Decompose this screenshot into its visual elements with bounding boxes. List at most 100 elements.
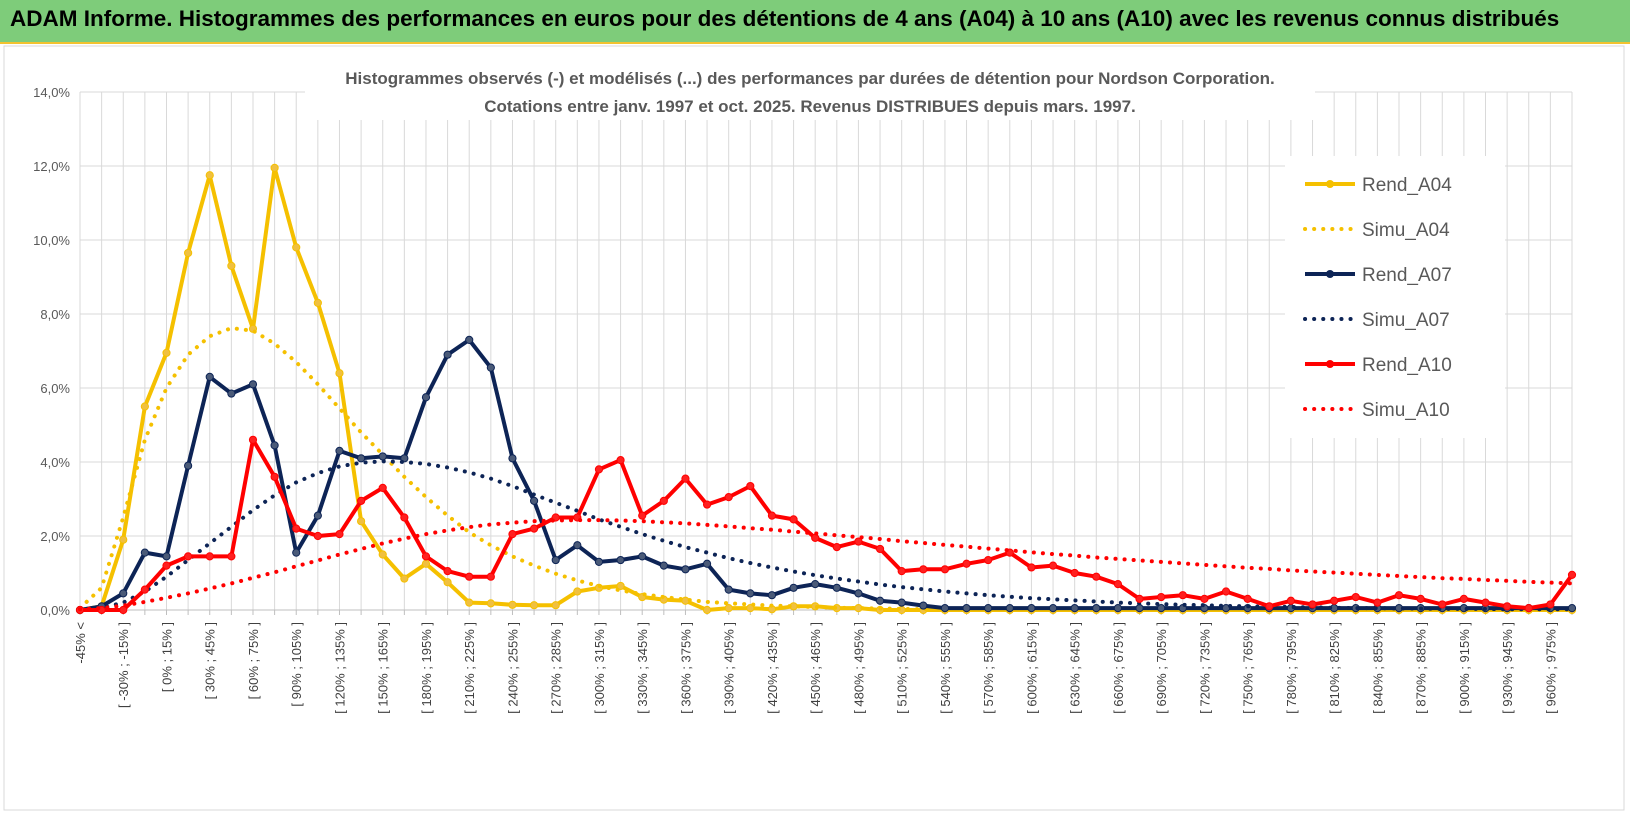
- data-point-rend-a07: [465, 335, 474, 344]
- chart-title: Histogrammes observés (-) et modélisés (…: [345, 69, 1275, 88]
- data-point-rend-a10: [1503, 602, 1512, 611]
- data-point-rend-a10: [962, 559, 971, 568]
- data-point-rend-a10: [313, 531, 322, 541]
- data-point-rend-a10: [1567, 570, 1577, 579]
- y-tick-label: 8,0%: [40, 307, 70, 322]
- data-point-rend-a10: [292, 524, 301, 533]
- x-tick-label: [ 210% ; 225% ]: [462, 622, 477, 714]
- data-point-rend-a10: [638, 511, 647, 520]
- data-point-rend-a07: [659, 561, 668, 570]
- x-tick-label: [ 480% ; 495% ]: [851, 622, 866, 714]
- data-point-rend-a10: [702, 500, 712, 509]
- data-point-rend-a10: [854, 537, 863, 546]
- data-point-rend-a10: [119, 605, 128, 615]
- data-point-rend-a10: [1308, 600, 1317, 609]
- data-point-rend-a10: [1546, 600, 1555, 609]
- data-point-rend-a07: [1005, 604, 1014, 613]
- legend-marker-rend-a07: [1326, 270, 1334, 278]
- x-tick-label: [ 960% ; 975% ]: [1543, 622, 1558, 714]
- data-point-rend-a04: [227, 261, 236, 270]
- data-point-rend-a07: [378, 452, 387, 461]
- data-point-rend-a10: [227, 552, 236, 561]
- data-point-rend-a10: [1070, 568, 1079, 578]
- data-point-rend-a07: [551, 555, 560, 565]
- y-tick-label: 4,0%: [40, 455, 70, 470]
- data-point-rend-a10: [1027, 563, 1036, 572]
- legend-marker-rend-a04: [1326, 180, 1334, 188]
- data-point-rend-a10: [919, 565, 928, 574]
- x-tick-label: [ 840% ; 855% ]: [1370, 622, 1385, 714]
- data-point-rend-a04: [140, 402, 149, 411]
- data-point-rend-a07: [616, 555, 625, 565]
- x-tick-label: [ 180% ; 195% ]: [419, 622, 434, 714]
- data-point-rend-a10: [1459, 594, 1468, 604]
- x-tick-label: [ 60% ; 75% ]: [246, 622, 261, 699]
- data-point-rend-a07: [1567, 604, 1577, 613]
- series-line-rend-a10: [80, 437, 1574, 612]
- data-point-rend-a04: [443, 578, 452, 587]
- data-point-rend-a10: [184, 552, 193, 561]
- data-point-rend-a07: [594, 557, 604, 567]
- x-tick-label: [ 330% ; 345% ]: [635, 622, 650, 714]
- data-point-rend-a07: [919, 601, 928, 610]
- title-banner: ADAM Informe. Histogrammes des performan…: [0, 0, 1630, 44]
- x-tick-label: [ 150% ; 165% ]: [376, 622, 391, 714]
- data-point-rend-a10: [1481, 598, 1490, 607]
- x-tick-label: [ 270% ; 285% ]: [549, 622, 564, 714]
- data-point-rend-a04: [486, 599, 495, 608]
- y-tick-label: 14,0%: [33, 85, 70, 100]
- legend: Rend_A04 Simu_A04 Rend_A07 Simu_A07 Rend_A10…: [1285, 156, 1505, 438]
- y-tick-label: 6,0%: [40, 381, 70, 396]
- data-point-rend-a04: [746, 604, 755, 613]
- x-tick-label: [ 30% ; 45% ]: [203, 622, 218, 699]
- data-point-rend-a04: [162, 348, 171, 357]
- legend-label-rend-a04: Rend_A04: [1362, 175, 1452, 196]
- data-point-rend-a10: [421, 552, 431, 561]
- data-point-rend-a04: [573, 587, 582, 596]
- data-point-rend-a04: [119, 535, 128, 544]
- data-point-rend-a07: [811, 580, 820, 589]
- data-point-rend-a10: [1200, 594, 1209, 604]
- data-point-rend-a10: [1221, 587, 1231, 596]
- series-line-simu-a04: [78, 326, 1574, 612]
- data-point-rend-a10: [529, 524, 539, 533]
- data-point-rend-a10: [1416, 594, 1425, 604]
- data-point-rend-a07: [140, 548, 149, 557]
- data-point-rend-a04: [357, 517, 366, 526]
- chart-svg: 0,0% 2,0% 4,0% 6,0% 8,0% 10,0% 12,0% 14,0% -45% …: [3, 45, 1625, 811]
- legend-label-simu-a10: Simu_A10: [1362, 400, 1450, 421]
- x-tick-label: [ 750% ; 765% ]: [1241, 622, 1256, 714]
- data-point-rend-a10: [270, 472, 279, 481]
- data-point-rend-a10: [1373, 598, 1382, 607]
- x-tick-label: -45% <: [73, 622, 88, 664]
- data-point-rend-a07: [832, 583, 841, 592]
- x-tick-label: [ 660% ; 675% ]: [1111, 622, 1126, 714]
- title-background: [305, 58, 1315, 120]
- x-tick-label: [ 900% ; 915% ]: [1457, 622, 1472, 714]
- data-point-rend-a04: [205, 171, 214, 180]
- data-point-rend-a10: [984, 555, 993, 565]
- x-tick-label: [ 870% ; 885% ]: [1414, 622, 1429, 714]
- legend-background: [1285, 156, 1505, 438]
- x-tick-label: [ 450% ; 465% ]: [808, 622, 823, 714]
- x-tick-label: [ 690% ; 705% ]: [1154, 622, 1169, 714]
- data-point-rend-a07: [854, 589, 863, 598]
- data-point-rend-a07: [421, 393, 431, 402]
- legend-marker-rend-a10: [1326, 360, 1334, 368]
- x-tick-label: [ 0% ; 15% ]: [159, 622, 174, 692]
- x-tick-label: [ 930% ; 945% ]: [1500, 622, 1515, 714]
- y-tick-label: 12,0%: [33, 159, 70, 174]
- x-tick-label: [ 420% ; 435% ]: [765, 622, 780, 714]
- data-point-rend-a07: [248, 380, 258, 389]
- data-point-rend-a04: [724, 604, 733, 613]
- series-layer: [75, 163, 1577, 615]
- data-point-rend-a07: [875, 596, 885, 605]
- data-point-rend-a07: [702, 559, 712, 568]
- data-point-rend-a10: [335, 530, 344, 539]
- data-point-rend-a07: [746, 589, 755, 598]
- data-point-rend-a10: [486, 572, 495, 581]
- data-point-rend-a07: [984, 604, 993, 613]
- data-point-rend-a04: [529, 601, 539, 610]
- data-point-rend-a10: [897, 567, 906, 576]
- data-point-rend-a10: [378, 483, 387, 492]
